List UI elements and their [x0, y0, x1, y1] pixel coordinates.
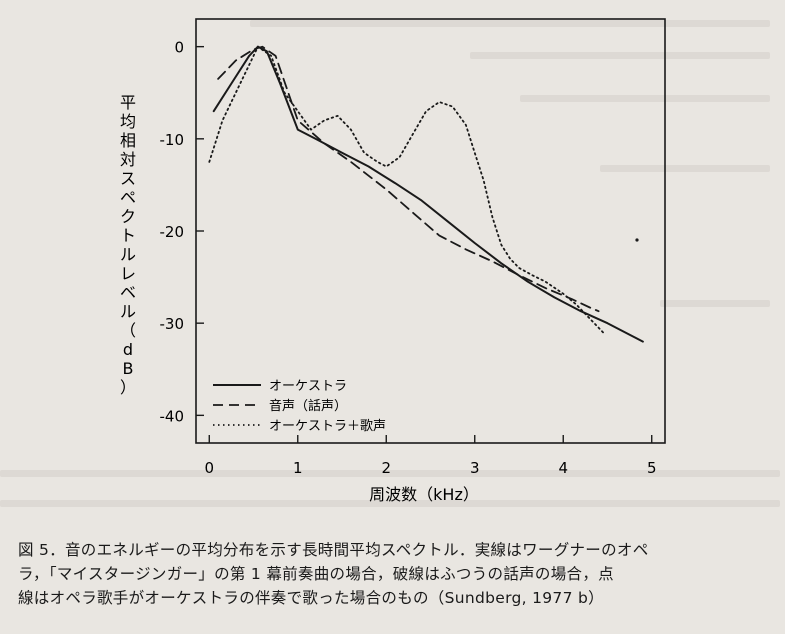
x-tick-label: 1: [293, 459, 303, 477]
caption-line: 図 5．音のエネルギーの平均分布を示す長時間平均スペクトル．実線はワーグナーのオ…: [18, 541, 649, 559]
caption-line: ラ，「マイスタージンガー」の第 1 幕前奏曲の場合，破線はふつうの話声の場合，点: [18, 565, 614, 583]
x-tick-label: 5: [647, 459, 657, 477]
legend-label: オーケストラ: [269, 379, 347, 394]
x-tick-labels: 0 1 2 3 4 5: [205, 459, 657, 477]
bleed-through: [470, 52, 770, 59]
y-tick-label: -30: [160, 315, 185, 333]
bleed-through: [600, 165, 770, 172]
y-tick-labels: 0 -10 -20 -30 -40: [160, 39, 185, 426]
y-tick-label: -40: [160, 407, 185, 425]
y-tick-label: 0: [174, 39, 184, 57]
bleed-through: [0, 470, 780, 477]
x-tick-label: 0: [205, 459, 215, 477]
legend-label: オーケストラ＋歌声: [269, 419, 386, 434]
x-tick-label: 2: [381, 459, 391, 477]
caption-line: 線はオペラ歌手がオーケストラの伴奏で歌った場合のもの（Sundberg, 197…: [18, 589, 604, 607]
axis-ticks: [196, 45, 653, 443]
x-tick-label: 3: [470, 459, 480, 477]
x-tick-label: 4: [558, 459, 568, 477]
y-axis-label: 平均相対スペクトルレベル（ d B）: [120, 93, 136, 397]
x-axis-label: 周波数（kHz）: [369, 485, 479, 504]
bleed-through: [0, 500, 780, 507]
bleed-through: [520, 95, 770, 102]
bleed-through: [660, 300, 770, 307]
stray-dot: [635, 238, 639, 242]
series-line-dotted: [208, 45, 604, 334]
figure-caption: 図 5．音のエネルギーの平均分布を示す長時間平均スペクトル．実線はワーグナーのオ…: [18, 538, 773, 610]
bleed-through: [250, 20, 770, 27]
y-tick-label: -20: [160, 223, 185, 241]
y-tick-label: -10: [160, 131, 185, 149]
plot-frame: [195, 18, 666, 444]
series-line-dashed: [217, 45, 600, 313]
series-layer: [208, 45, 644, 343]
series-line-solid: [212, 45, 644, 343]
legend-label: 音声（話声）: [269, 398, 347, 414]
